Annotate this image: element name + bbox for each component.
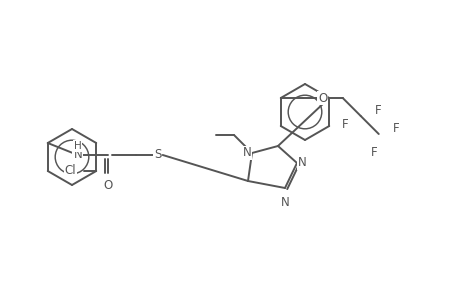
Text: N: N (73, 148, 82, 161)
Text: F: F (392, 122, 398, 134)
Text: F: F (341, 118, 348, 130)
Text: N: N (297, 157, 306, 169)
Text: O: O (103, 179, 112, 192)
Text: N: N (242, 146, 251, 160)
Text: S: S (154, 148, 161, 161)
Text: F: F (374, 103, 381, 116)
Text: F: F (369, 146, 376, 159)
Text: N: N (280, 196, 289, 209)
Text: O: O (318, 92, 327, 104)
Text: H: H (74, 141, 81, 151)
Text: Cl: Cl (64, 164, 76, 178)
